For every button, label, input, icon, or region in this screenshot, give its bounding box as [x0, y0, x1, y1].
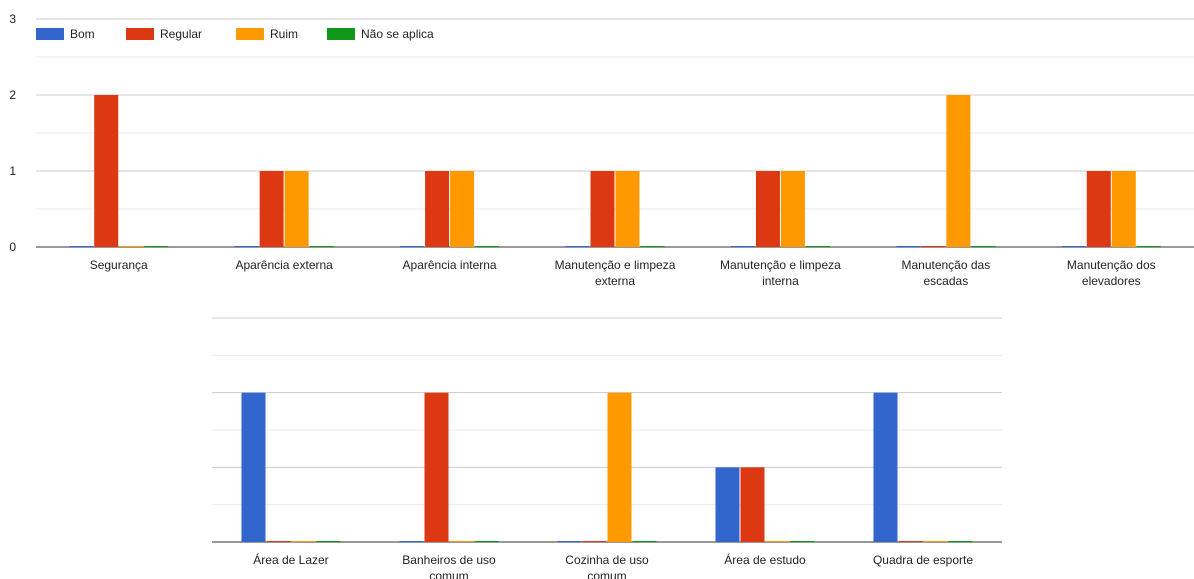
bar-regular-aparencia-externa — [259, 171, 284, 247]
legend-label-ruim: Ruim — [270, 27, 298, 41]
x-tick-label: Manutenção e limpeza externa — [555, 258, 676, 288]
x-tick-label: Área de estudo — [724, 552, 806, 567]
bar-nao-se-aplica-area-de-lazer — [316, 541, 341, 542]
bar-ruim-area-de-estudo — [765, 541, 790, 542]
bar-regular-manutencao-dos-elevadores — [1086, 171, 1111, 247]
legend-label-nao-se-aplica: Não se aplica — [361, 27, 434, 41]
bar-nao-se-aplica-manutencao-e-limpeza-externa — [640, 246, 665, 247]
bar-regular-manutencao-e-limpeza-interna — [755, 171, 780, 247]
bar-ruim-manutencao-e-limpeza-interna — [780, 171, 805, 247]
x-tick-label: Aparência interna — [403, 258, 497, 272]
bar-regular-area-de-lazer — [266, 541, 291, 542]
bar-regular-area-de-estudo — [740, 467, 765, 542]
bar-bom-manutencao-das-escadas — [896, 246, 921, 247]
chart-bottom: Área de Lazer Banheiros de uso comum Cozinh… — [212, 317, 1002, 579]
x-tick-label: Manutenção e limpeza interna — [720, 258, 841, 288]
bar-ruim-manutencao-das-escadas — [946, 95, 971, 247]
bar-ruim-manutencao-dos-elevadores — [1111, 171, 1136, 247]
y-tick-label: 0 — [9, 240, 16, 254]
bar-nao-se-aplica-area-de-estudo — [790, 541, 815, 542]
bar-regular-banheiros-de-uso-comum — [424, 392, 449, 542]
bar-ruim-manutencao-e-limpeza-externa — [615, 171, 640, 247]
y-tick-label: 1 — [9, 164, 16, 178]
bar-ruim-aparencia-interna — [450, 171, 475, 247]
bar-ruim-cozinha-de-uso-comum — [607, 392, 632, 542]
x-tick-label: Cozinha de uso comum — [565, 553, 649, 579]
chart-legend: Bom Regular Ruim Não se aplica — [36, 27, 434, 41]
bar-nao-se-aplica-banheiros-de-uso-comum — [474, 541, 499, 542]
legend-swatch-ruim — [236, 28, 264, 40]
bar-bom-manutencao-e-limpeza-externa — [565, 246, 590, 247]
y-tick-label: 3 — [9, 12, 16, 26]
x-tick-label: Manutenção das escadas — [901, 258, 990, 288]
bar-ruim-quadra-de-esporte — [923, 541, 948, 542]
bar-nao-se-aplica-quadra-de-esporte — [948, 541, 973, 542]
legend-swatch-nao-se-aplica — [327, 28, 355, 40]
bar-ruim-seguranca — [119, 246, 144, 247]
bar-nao-se-aplica-manutencao-e-limpeza-interna — [805, 246, 830, 247]
legend-label-regular: Regular — [160, 27, 202, 41]
bar-regular-seguranca — [94, 95, 119, 247]
bar-regular-quadra-de-esporte — [898, 541, 923, 542]
bar-bom-area-de-estudo — [715, 467, 740, 542]
bar-regular-manutencao-das-escadas — [921, 246, 946, 247]
bar-nao-se-aplica-cozinha-de-uso-comum — [632, 541, 657, 542]
bar-ruim-aparencia-externa — [284, 171, 309, 247]
bar-nao-se-aplica-manutencao-dos-elevadores — [1136, 246, 1161, 247]
x-tick-label: Área de Lazer — [253, 552, 328, 567]
bar-bom-manutencao-dos-elevadores — [1061, 246, 1086, 247]
legend-label-bom: Bom — [70, 27, 95, 41]
y-tick-label: 2 — [9, 88, 16, 102]
bar-bom-seguranca — [69, 246, 94, 247]
bar-nao-se-aplica-aparencia-interna — [475, 246, 500, 247]
bar-bom-aparencia-externa — [234, 246, 259, 247]
bar-bom-manutencao-e-limpeza-interna — [730, 246, 755, 247]
bar-nao-se-aplica-aparencia-externa — [309, 246, 334, 247]
bar-bom-area-de-lazer — [241, 392, 266, 542]
bar-bom-cozinha-de-uso-comum — [557, 541, 582, 542]
bar-regular-manutencao-e-limpeza-externa — [590, 171, 615, 247]
bar-regular-cozinha-de-uso-comum — [582, 541, 607, 542]
bar-nao-se-aplica-manutencao-das-escadas — [971, 246, 996, 247]
bar-ruim-area-de-lazer — [291, 541, 316, 542]
x-tick-label: Quadra de esporte — [873, 553, 973, 567]
bar-regular-aparencia-interna — [425, 171, 450, 247]
x-tick-label: Aparência externa — [235, 258, 333, 272]
bar-ruim-banheiros-de-uso-comum — [449, 541, 474, 542]
bar-bom-quadra-de-esporte — [873, 392, 898, 542]
bar-nao-se-aplica-seguranca — [144, 246, 169, 247]
x-tick-label: Banheiros de uso comum — [402, 553, 496, 579]
legend-swatch-regular — [126, 28, 154, 40]
bar-bom-banheiros-de-uso-comum — [399, 541, 424, 542]
chart-top: 0 1 2 3 Segurança Aparência externa Aparência … — [9, 12, 1194, 288]
x-tick-label: Segurança — [90, 258, 148, 272]
bar-bom-aparencia-interna — [400, 246, 425, 247]
x-tick-label: Manutenção dos elevadores — [1067, 258, 1156, 288]
legend-swatch-bom — [36, 28, 64, 40]
